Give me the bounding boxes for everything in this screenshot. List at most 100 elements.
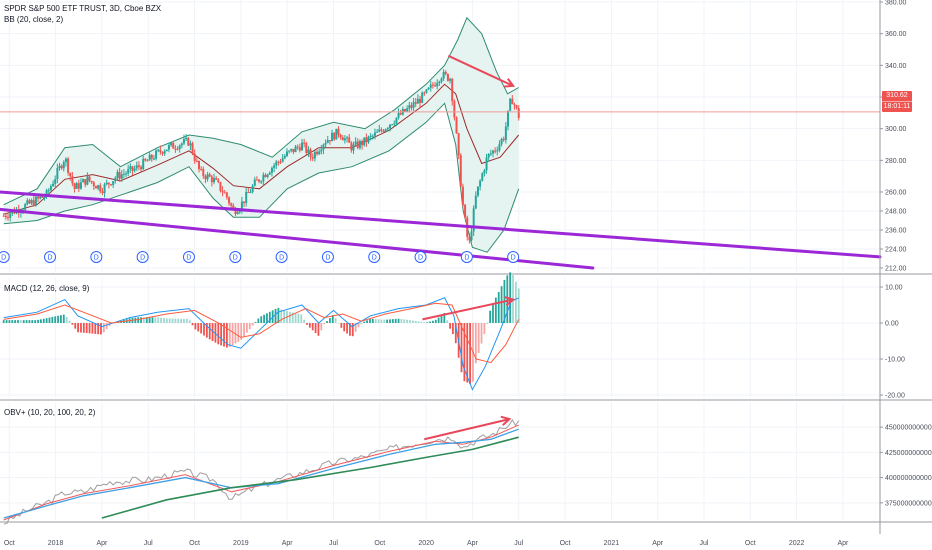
candle-body bbox=[230, 203, 233, 206]
price-candles bbox=[0, 69, 880, 244]
candle-body bbox=[180, 143, 183, 146]
macd-histogram-bar bbox=[88, 323, 91, 334]
candle-body bbox=[455, 117, 458, 134]
candle-body bbox=[268, 172, 271, 175]
macd-histogram-bar bbox=[351, 323, 354, 337]
dividend-marker[interactable] bbox=[182, 251, 195, 263]
dividend-marker[interactable] bbox=[321, 251, 334, 263]
candle-body bbox=[178, 145, 181, 150]
candle-body bbox=[43, 196, 46, 198]
dividend-marker[interactable] bbox=[414, 251, 427, 263]
dividend-marker[interactable] bbox=[229, 251, 242, 263]
x-tick-label: Apr bbox=[96, 540, 108, 547]
macd-histogram-bar bbox=[426, 322, 429, 323]
candle-body bbox=[515, 105, 518, 109]
candle-body bbox=[144, 158, 147, 161]
macd-histogram-bar bbox=[8, 320, 11, 323]
candle-body bbox=[483, 170, 486, 174]
candle-body bbox=[283, 156, 286, 159]
dividend-marker[interactable] bbox=[136, 251, 149, 263]
candle-body bbox=[32, 200, 35, 206]
divergence-arrow-macd[interactable] bbox=[422, 298, 514, 321]
candle-body bbox=[440, 78, 443, 82]
x-tick-label: 2020 bbox=[418, 540, 434, 547]
candle-body bbox=[507, 110, 510, 127]
dividend-marker[interactable] bbox=[275, 251, 288, 263]
candle-body bbox=[436, 83, 439, 87]
y-tick-label: 425000000000.00 bbox=[885, 450, 932, 457]
macd-histogram-bar bbox=[437, 317, 440, 323]
macd-histogram-bar bbox=[334, 318, 337, 323]
macd-histogram-bar bbox=[331, 315, 334, 323]
macd-histogram-bar bbox=[260, 316, 263, 323]
candle-body bbox=[335, 128, 338, 140]
dividend-marker-label: D bbox=[511, 255, 516, 262]
dividend-marker[interactable] bbox=[90, 251, 103, 263]
candle-body bbox=[167, 145, 170, 150]
candle-body bbox=[161, 152, 164, 154]
candle-body bbox=[491, 150, 494, 154]
candle-body bbox=[318, 151, 321, 154]
macd-histogram-bar bbox=[414, 320, 417, 323]
macd-histogram-bar bbox=[240, 323, 243, 340]
macd-histogram-bar bbox=[320, 323, 323, 331]
trendline-1[interactable] bbox=[0, 190, 882, 259]
macd-histogram-bar bbox=[294, 313, 297, 323]
dividend-marker[interactable] bbox=[507, 251, 520, 263]
candle-body bbox=[148, 154, 151, 161]
macd-histogram-bar bbox=[137, 317, 140, 323]
candle-body bbox=[217, 179, 220, 183]
macd-histogram-bar bbox=[380, 319, 383, 323]
macd-histogram-bar bbox=[185, 318, 188, 323]
candle-body bbox=[429, 84, 432, 88]
dividend-marker-label: D bbox=[325, 255, 330, 262]
macd-histogram-bar bbox=[303, 319, 306, 323]
y-tick-label: 236.00 bbox=[885, 228, 907, 235]
macd-histogram-bar bbox=[323, 323, 326, 325]
trendline-2[interactable] bbox=[0, 207, 595, 270]
candle-body bbox=[350, 142, 353, 151]
candle-body bbox=[221, 190, 224, 193]
macd-histogram-bar bbox=[366, 320, 368, 323]
candle-body bbox=[481, 173, 484, 181]
macd-panel bbox=[2, 272, 520, 391]
candle-body bbox=[170, 142, 173, 146]
dividend-marker[interactable] bbox=[44, 251, 57, 263]
candle-body bbox=[163, 151, 166, 154]
macd-histogram-bar bbox=[446, 320, 449, 323]
candle-body bbox=[474, 195, 477, 209]
candle-body bbox=[101, 191, 104, 194]
divergence-arrowhead-obv bbox=[500, 415, 512, 426]
y-tick-label: 260.00 bbox=[885, 190, 907, 197]
y-tick-label: 248.00 bbox=[885, 209, 907, 216]
x-tick-label: Oct bbox=[745, 540, 756, 547]
dividend-marker[interactable] bbox=[0, 251, 10, 263]
candle-body bbox=[369, 135, 372, 137]
candle-body bbox=[86, 176, 89, 185]
macd-histogram-bar bbox=[391, 319, 394, 323]
x-tick-label: Oct bbox=[189, 540, 200, 547]
macd-histogram-bar bbox=[397, 318, 400, 323]
candle-body bbox=[105, 182, 108, 185]
dividend-marker[interactable] bbox=[368, 251, 381, 263]
y-tick-label: 375000000000.00 bbox=[885, 500, 932, 507]
macd-histogram-bar bbox=[369, 319, 371, 323]
macd-histogram-bar bbox=[469, 323, 471, 384]
macd-histogram-bar bbox=[105, 323, 108, 330]
candle-body bbox=[311, 157, 314, 159]
x-tick-label: Jul bbox=[329, 540, 338, 547]
candle-body bbox=[116, 172, 119, 178]
dividend-marker[interactable] bbox=[460, 251, 473, 263]
candle-body bbox=[219, 182, 222, 191]
dividend-marker-label: D bbox=[372, 255, 377, 262]
candle-body bbox=[67, 158, 70, 173]
divergence-arrow-price[interactable] bbox=[447, 54, 514, 87]
macd-histogram-bar bbox=[340, 323, 343, 328]
dividend-marker-label: D bbox=[186, 255, 191, 262]
divergence-arrow-obv[interactable] bbox=[424, 418, 510, 441]
y-tick-label: 340.00 bbox=[885, 63, 907, 70]
candle-body bbox=[52, 183, 55, 187]
macd-histogram-bar bbox=[168, 318, 171, 323]
macd-histogram-bar bbox=[214, 323, 217, 343]
